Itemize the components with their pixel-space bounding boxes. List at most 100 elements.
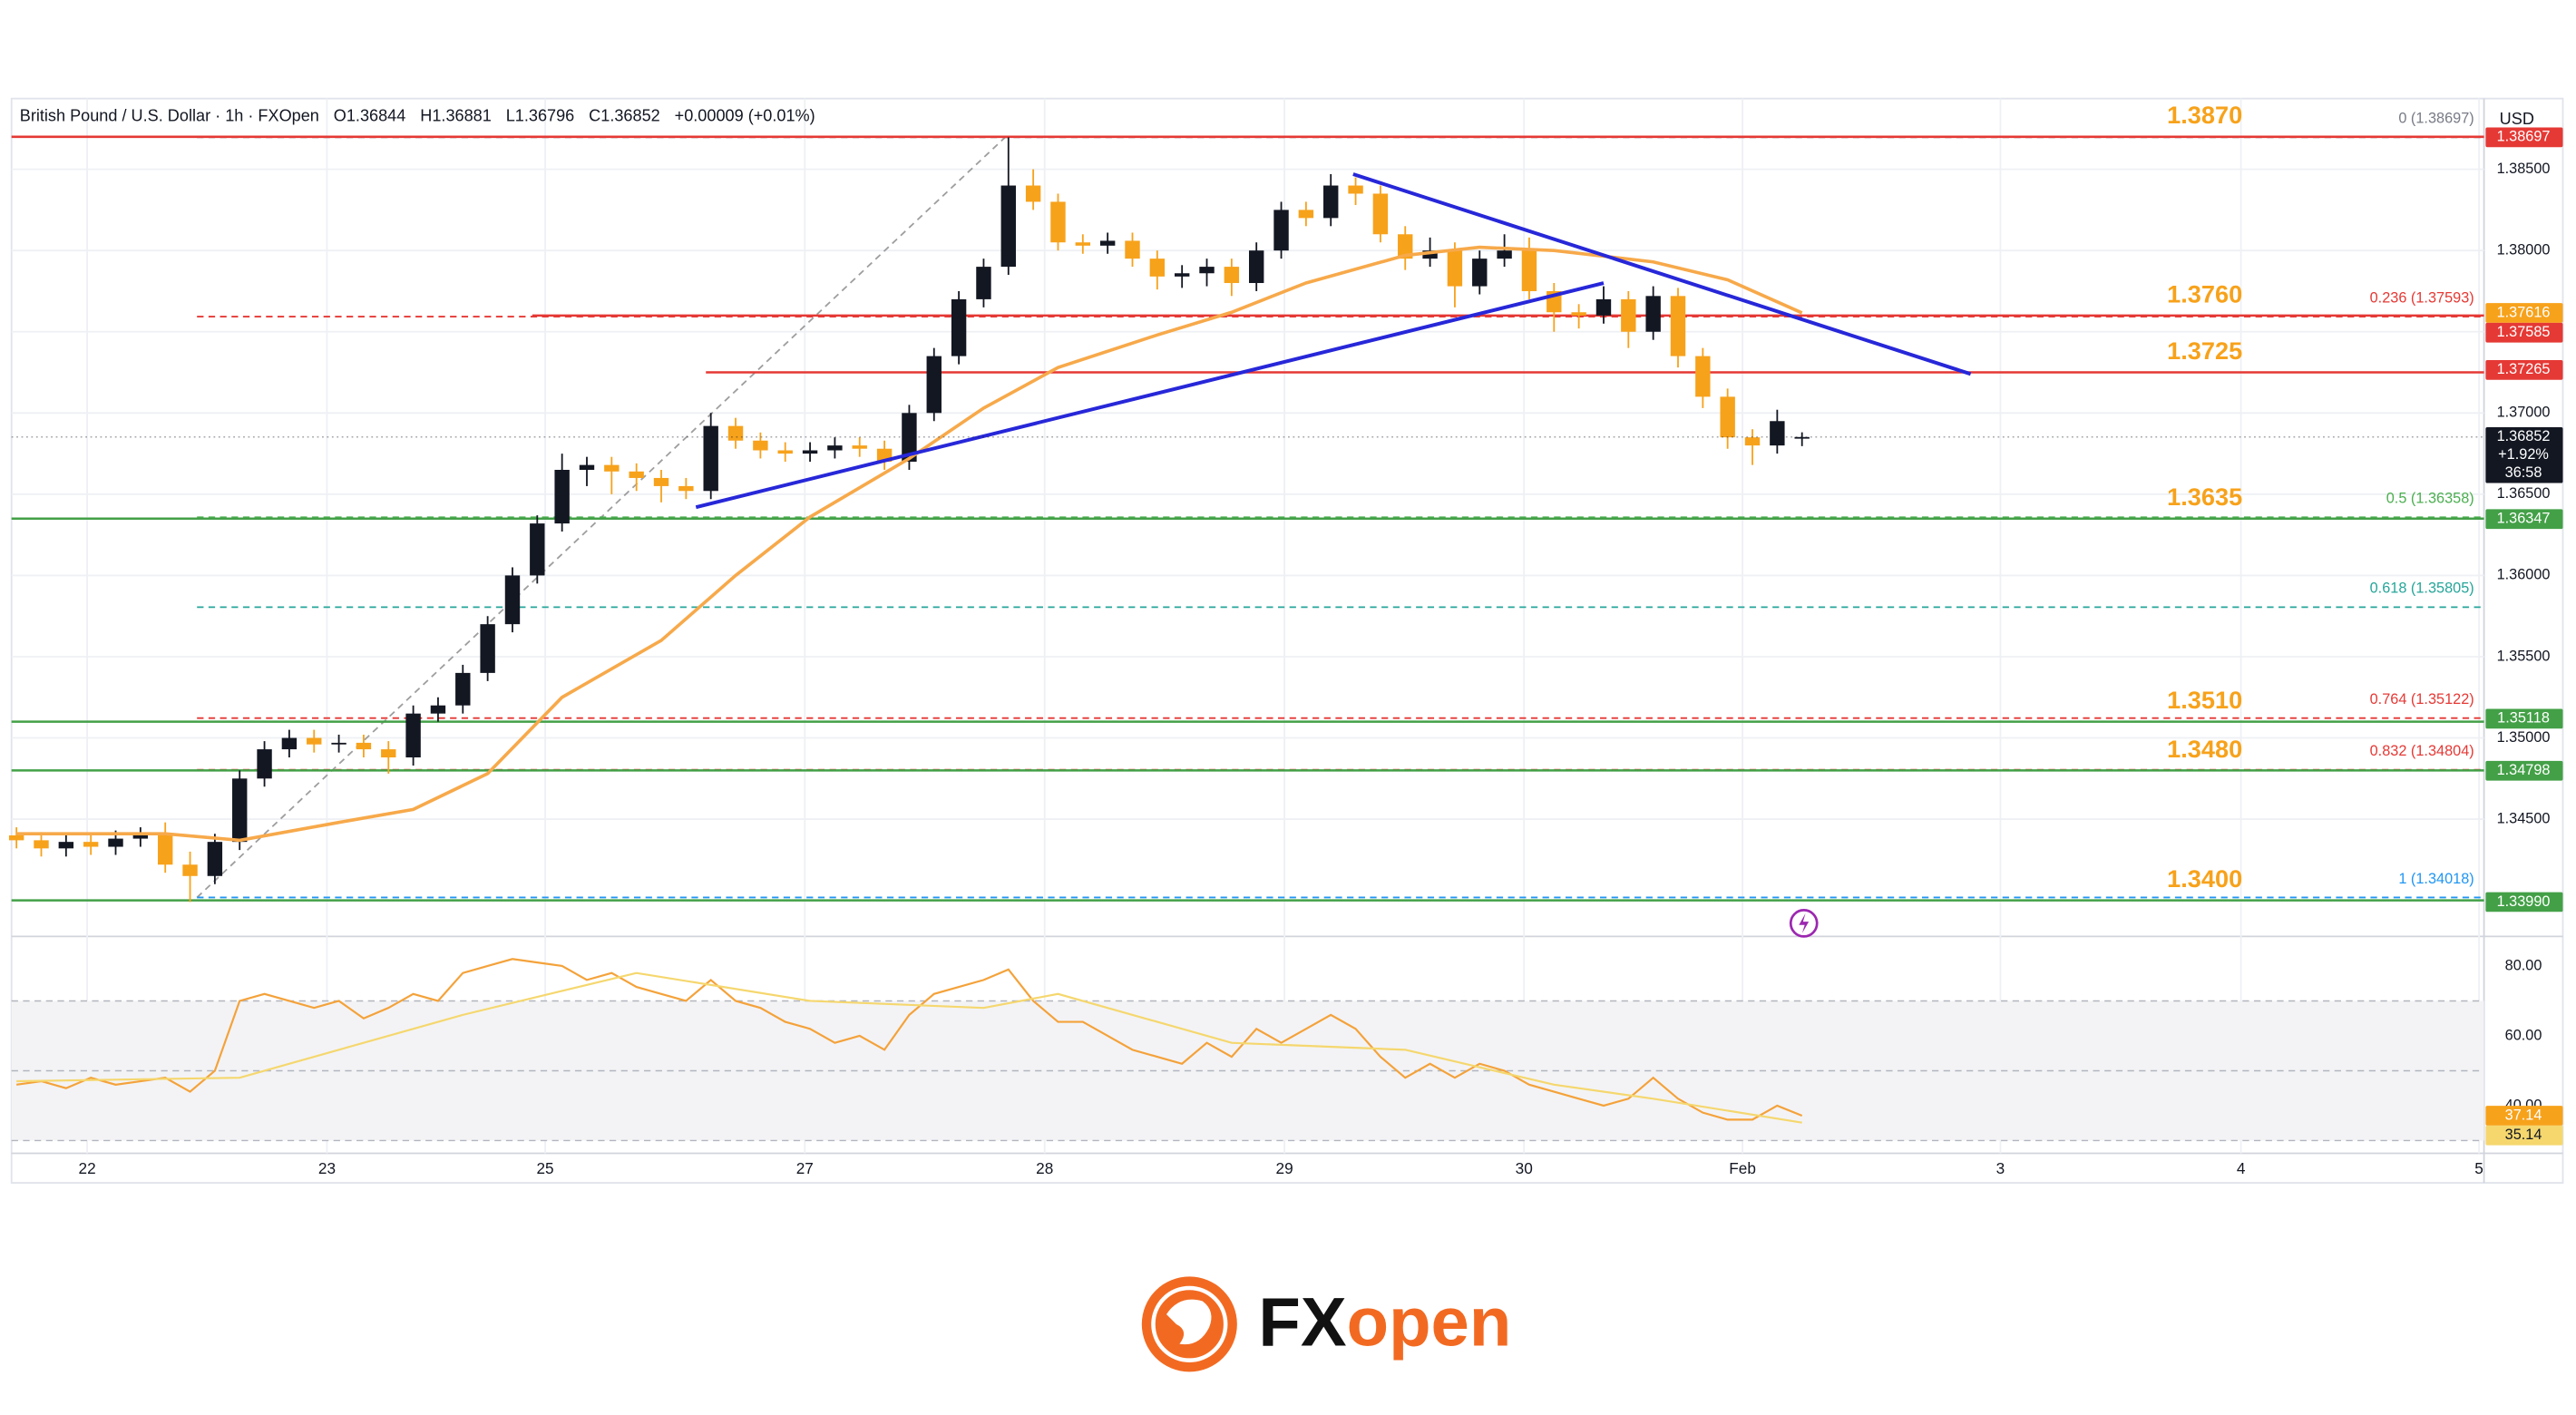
level-label: 1.3400 — [2167, 864, 2242, 893]
x-tick-label: 29 — [1276, 1159, 1293, 1177]
candle-body — [1744, 437, 1761, 446]
candle-body — [182, 864, 198, 876]
symbol: British Pound / U.S. Dollar · 1h · FXOpe… — [20, 106, 319, 124]
rsi-tick-label: 80.00 — [2505, 957, 2542, 973]
candle-body — [1174, 273, 1190, 277]
price-badge — [2485, 426, 2563, 483]
candle-body — [1075, 242, 1091, 246]
price-badge-label: 35.14 — [2505, 1127, 2542, 1143]
candle-body — [1695, 356, 1711, 397]
y-tick-label: 1.34500 — [2497, 810, 2551, 826]
x-tick-label: 22 — [79, 1159, 96, 1177]
candle-body — [1422, 250, 1438, 259]
candle-body — [1472, 259, 1488, 287]
candle-body — [976, 267, 991, 299]
ohlc-high: H1.36881 — [420, 106, 492, 124]
price-badge-label: 1.37585 — [2497, 324, 2551, 340]
candle-body — [703, 425, 718, 492]
fib-label: 0.764 (1.35122) — [2370, 691, 2474, 708]
fib-label: 0.236 (1.37593) — [2370, 289, 2474, 306]
x-tick-label: 28 — [1036, 1159, 1053, 1177]
y-tick-label: 1.38000 — [2497, 241, 2551, 258]
candle-body — [653, 477, 669, 486]
price-badge-label: 37.14 — [2505, 1107, 2542, 1123]
candle-body — [132, 835, 149, 839]
x-tick-label: 27 — [796, 1159, 814, 1177]
x-tick-label: 5 — [2474, 1159, 2483, 1177]
candle-body — [1571, 312, 1586, 316]
price-badge — [2485, 1106, 2563, 1126]
candle-body — [34, 840, 49, 849]
x-tick-label: 23 — [318, 1159, 336, 1177]
logo-fx-text: FX — [1258, 1284, 1346, 1361]
level-label: 1.3510 — [2167, 686, 2242, 714]
candle-body — [257, 749, 272, 779]
y-tick-label: 1.36500 — [2497, 485, 2551, 502]
y-tick-label: 1.37000 — [2497, 405, 2551, 421]
candle-body — [1372, 193, 1389, 235]
candle-body — [356, 742, 372, 750]
overlays: 0 (1.38697) 0.236 (1.37593) 0.5 (1.36358) 0… — [2167, 101, 2563, 1146]
candle-body — [1348, 185, 1363, 194]
rsi-line — [16, 971, 1802, 1124]
candle-body — [405, 713, 421, 758]
alert-icon — [1789, 909, 1819, 938]
ohlc-open: O1.36844 — [334, 106, 406, 124]
rsi-line — [16, 958, 1803, 1121]
candle-body — [1595, 298, 1612, 316]
price-badge — [2485, 1125, 2563, 1146]
candle-body — [1199, 267, 1215, 274]
candle-body — [827, 445, 843, 451]
candle-body — [629, 471, 644, 478]
candle-body — [58, 842, 74, 849]
level-label: 1.3870 — [2167, 101, 2242, 129]
candle-body — [1273, 210, 1289, 251]
candle-body — [604, 464, 620, 472]
candle-body — [554, 469, 570, 524]
y-tick-label: 1.36000 — [2497, 567, 2551, 583]
trendline — [1352, 172, 1972, 376]
candle-body — [1621, 298, 1636, 332]
candle-body — [802, 450, 818, 454]
candle-body — [281, 737, 298, 750]
ohlc-change: +0.00009 (+0.01%) — [675, 106, 815, 124]
candle-body — [8, 835, 24, 841]
candle-body — [1099, 240, 1116, 246]
x-tick-label: 25 — [536, 1159, 553, 1177]
candle-body — [777, 450, 793, 454]
y-tick-label: 1.35000 — [2497, 729, 2551, 746]
candle-body — [530, 523, 545, 576]
candle-body — [579, 464, 595, 470]
candle-body — [504, 575, 521, 625]
fib-label: 0.618 (1.35805) — [2370, 581, 2474, 597]
candle-body — [1497, 250, 1512, 259]
x-tick-label: 4 — [2237, 1159, 2246, 1177]
candle-body — [1447, 250, 1463, 287]
candle-body — [852, 445, 867, 449]
candle-body — [951, 298, 967, 356]
logo-fx: FXopen — [1258, 1284, 1511, 1361]
y-tick-label: 1.35500 — [2497, 648, 2551, 664]
price-badge-label: 36:58 — [2505, 464, 2542, 481]
y-tick-label: 1.38500 — [2497, 161, 2551, 177]
price-badge-label: 1.38697 — [2497, 129, 2551, 145]
candle-body — [430, 705, 446, 714]
candle-body — [480, 624, 495, 673]
fib-label: 0 (1.38697) — [2398, 111, 2474, 127]
price-badge — [2485, 708, 2563, 729]
price-badge-label: +1.92% — [2498, 446, 2549, 463]
candle-body — [207, 842, 223, 876]
price-badge — [2485, 509, 2563, 530]
candle-body — [83, 842, 99, 847]
candle-body — [1149, 259, 1166, 277]
logo-open-text: open — [1347, 1284, 1512, 1361]
candle-body — [1794, 436, 1810, 439]
candle-body — [307, 737, 322, 745]
price-badge — [2485, 127, 2563, 148]
price-badge — [2485, 892, 2563, 912]
candle-body — [381, 749, 396, 758]
header: British Pound / U.S. Dollar · 1h · FXOpe… — [20, 106, 815, 124]
level-label: 1.3725 — [2167, 337, 2242, 365]
